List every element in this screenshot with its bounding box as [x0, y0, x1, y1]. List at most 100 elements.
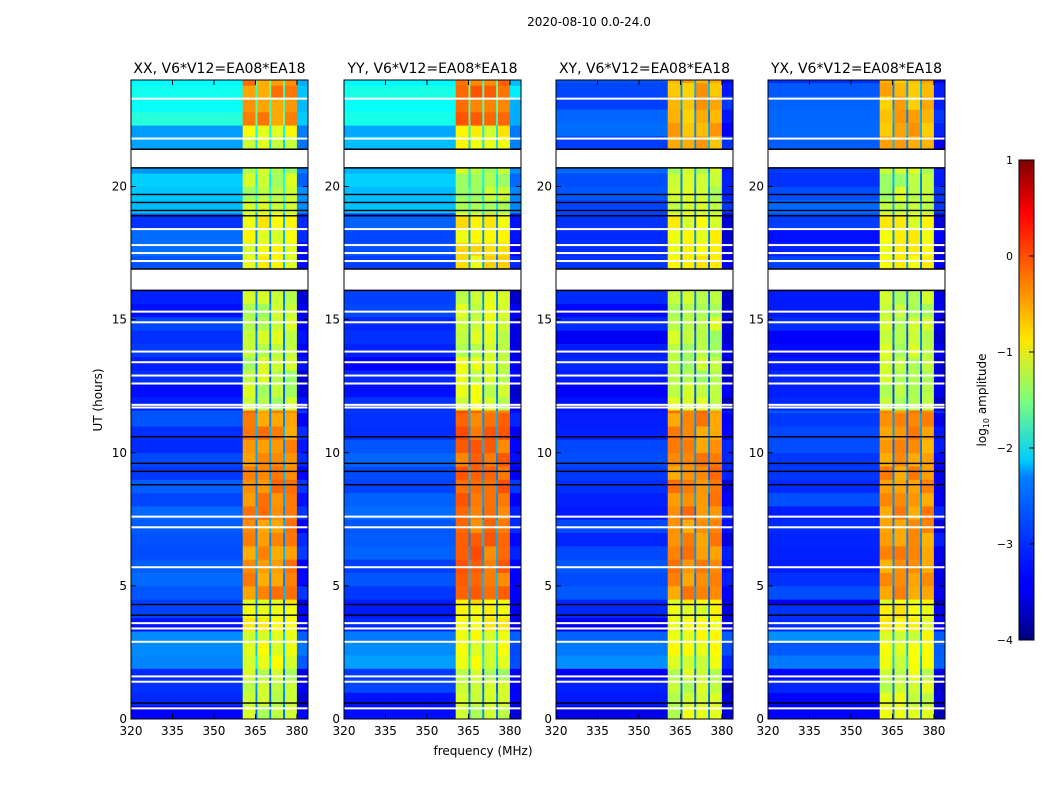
heatmap-cell — [455, 532, 469, 547]
heatmap-cell — [271, 631, 284, 643]
heatmap-cell — [283, 80, 286, 86]
heatmap-cell — [908, 109, 921, 123]
flagged-line — [344, 361, 521, 364]
heatmap-cell — [498, 426, 511, 440]
heatmap-cell — [131, 585, 244, 600]
heatmap-cell — [710, 668, 723, 680]
heatmap-cell — [468, 229, 471, 243]
heatmap-cell — [708, 330, 711, 344]
heatmap-cell — [721, 479, 734, 494]
flagged-line — [556, 321, 733, 324]
heatmap-cell — [696, 466, 709, 480]
heatmap-cell — [296, 213, 309, 217]
heatmap-cell — [682, 585, 695, 600]
flagged-gap — [131, 269, 308, 291]
heatmap-cell — [894, 255, 907, 270]
heatmap-cell — [271, 532, 284, 547]
heatmap-cell — [509, 125, 522, 137]
zero-line — [344, 436, 521, 438]
heatmap-cell — [694, 173, 697, 187]
heatmap-cell — [721, 532, 734, 547]
heatmap-cell — [296, 125, 309, 137]
heatmap-cell — [296, 655, 309, 669]
heatmap-cell — [922, 215, 935, 230]
heatmap-cell — [296, 426, 309, 440]
heatmap-cell — [933, 213, 946, 217]
heatmap-cell — [710, 229, 723, 243]
heatmap-cell — [255, 631, 258, 643]
heatmap-cell — [696, 290, 709, 304]
heatmap-cell — [498, 479, 511, 494]
heatmap-cell — [484, 599, 497, 605]
heatmap-cell — [242, 585, 256, 600]
heatmap-cell — [696, 356, 709, 371]
heatmap-cell — [271, 466, 284, 480]
heatmap-cell — [680, 173, 683, 187]
heatmap-cell — [509, 85, 522, 99]
heatmap-cell — [721, 641, 734, 656]
zero-line — [768, 201, 945, 204]
heatmap-cell — [255, 98, 258, 113]
heatmap-cell — [255, 410, 258, 414]
heatmap-cell — [667, 655, 681, 669]
heatmap-cell — [296, 559, 309, 573]
heatmap-cell — [496, 242, 499, 257]
heatmap-cell — [892, 186, 895, 201]
heatmap-cell — [556, 545, 669, 560]
heatmap-cell — [694, 545, 697, 560]
heatmap-cell — [682, 229, 695, 243]
heatmap-cell — [667, 167, 681, 174]
heatmap-cell — [509, 370, 522, 384]
heatmap-cell — [344, 356, 457, 371]
heatmap-cell — [906, 617, 909, 632]
heatmap-cell — [682, 122, 695, 137]
heatmap-cell — [242, 80, 256, 86]
heatmap-cell — [894, 343, 907, 358]
y-axis-label: UT (hours) — [91, 368, 105, 431]
heatmap-cell — [710, 519, 723, 533]
heatmap-cell — [468, 559, 471, 573]
heatmap-cell — [344, 452, 457, 467]
heatmap-cell — [482, 604, 485, 619]
heatmap-cell — [680, 356, 683, 371]
heatmap-cell — [496, 173, 499, 187]
y-tick-label: 5 — [544, 579, 552, 593]
flagged-line — [556, 310, 733, 313]
heatmap-cell — [496, 167, 499, 174]
heatmap-cell — [694, 199, 697, 214]
heatmap-cell — [496, 641, 499, 656]
heatmap-cell — [498, 604, 511, 619]
heatmap-cell — [682, 692, 695, 707]
heatmap-cell — [667, 370, 681, 384]
heatmap-cell — [906, 199, 909, 214]
heatmap-cell — [933, 426, 946, 440]
heatmap-cell — [255, 242, 258, 257]
heatmap-cell — [906, 479, 909, 494]
heatmap-cell — [496, 290, 499, 304]
heatmap-cell — [455, 213, 469, 217]
heatmap-cell — [721, 559, 734, 573]
heatmap-cell — [271, 585, 284, 600]
heatmap-cell — [696, 122, 709, 137]
heatmap-cell — [283, 599, 286, 605]
heatmap-cell — [131, 466, 244, 480]
heatmap-cell — [509, 631, 522, 643]
heatmap-cell — [922, 356, 935, 371]
heatmap-cell — [682, 604, 695, 619]
heatmap-cell — [498, 330, 511, 344]
heatmap-cell — [242, 85, 256, 99]
flagged-line — [768, 675, 945, 678]
flagged-line — [768, 526, 945, 529]
heatmap-cell — [906, 559, 909, 573]
heatmap-cell — [283, 641, 286, 656]
heatmap-cell — [283, 229, 286, 243]
heatmap-cell — [556, 585, 669, 600]
heatmap-cell — [892, 330, 895, 344]
heatmap-cell — [482, 631, 485, 643]
panel-title: YX, V6*V12=EA08*EA18 — [770, 61, 942, 77]
y-tick-label: 10 — [112, 446, 127, 460]
heatmap-cell — [468, 466, 471, 480]
heatmap-cell — [892, 572, 895, 587]
flagged-line — [768, 97, 945, 100]
heatmap-cell — [296, 111, 309, 126]
